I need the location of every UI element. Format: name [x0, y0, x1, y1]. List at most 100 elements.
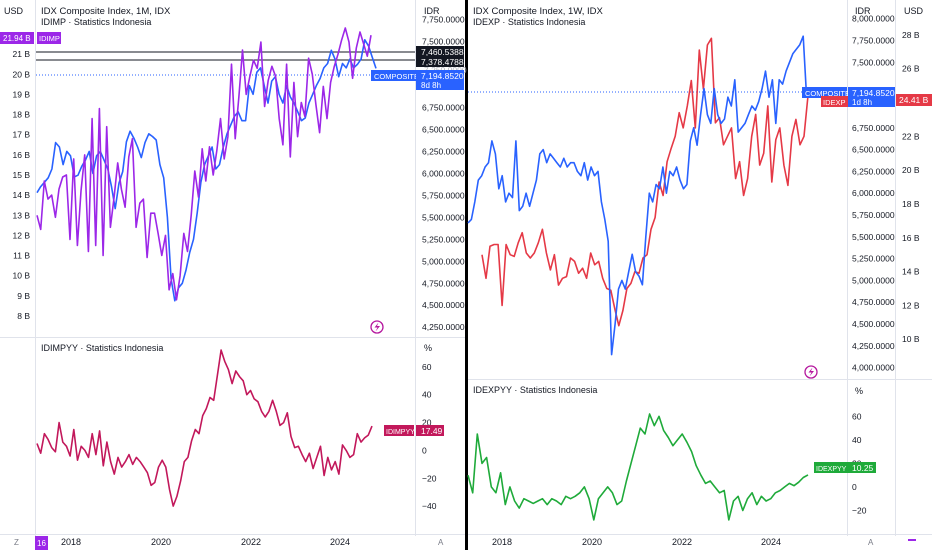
left-composite-value: 7,194.8520 — [421, 71, 464, 81]
right-yticks-far-label-6: 14 B — [902, 267, 920, 277]
right-sub-tick-0: 60 — [852, 411, 862, 421]
right-price-axis-ticks: 8,000.0000 7,750.0000 7,500.0000 6,750.0000… — [852, 14, 895, 373]
right-yticks-far-label-3: 20 B — [902, 165, 920, 175]
left-yticks-left-label-5: 16 B — [13, 150, 31, 160]
left-sub-tick-1: 40 — [422, 390, 432, 400]
right-x-tick-0: 2018 — [492, 537, 512, 547]
left-yticks-left-label-11: 10 B — [13, 271, 31, 281]
left-price-axis-ticks: 7,750.0000 7,500.0000 6,750.0000 6,500.0000… — [422, 15, 465, 333]
right-far-axis-unit: USD — [904, 6, 924, 16]
left-sub-tick-3: 0 — [422, 445, 427, 455]
left-yticks-left-label-3: 18 B — [13, 110, 31, 120]
left-corner-z[interactable]: Z — [14, 538, 19, 547]
left-chart-subtitle[interactable]: IDIMP · Statistics Indonesia — [41, 17, 151, 27]
chart-divider — [465, 0, 468, 550]
left-x-tick-2: 2022 — [241, 537, 261, 547]
right-yticks-right-label-14: 4,000.0000 — [852, 363, 895, 373]
left-yticks-right-label-5: 6,000.0000 — [422, 168, 465, 178]
left-sub-tick-4: −20 — [422, 473, 437, 483]
right-chart-subtitle[interactable]: IDEXP · Statistics Indonesia — [473, 17, 585, 27]
idimpyy-symbol-badge — [384, 425, 414, 436]
idexpyy-line[interactable] — [467, 413, 809, 521]
right-x-tick-1: 2020 — [582, 537, 602, 547]
right-sub-tick-1: 40 — [852, 435, 862, 445]
flash-icon[interactable] — [804, 365, 818, 379]
right-yticks-right-label-10: 5,000.0000 — [852, 275, 895, 285]
right-x-tick-2: 2022 — [672, 537, 692, 547]
right-yticks-far-label-5: 16 B — [902, 233, 920, 243]
right-chart-frame — [468, 0, 932, 536]
right-yticks-right-label-5: 6,250.0000 — [852, 166, 895, 176]
right-yticks-right-label-9: 5,250.0000 — [852, 254, 895, 264]
right-yticks-far-label-1: 26 B — [902, 64, 920, 74]
x-start-tag-text: 16 — [37, 539, 46, 548]
left-yticks-left-label-7: 14 B — [13, 190, 31, 200]
right-sub-tick-3: 0 — [852, 482, 857, 492]
right-sub-unit: % — [855, 386, 863, 396]
left-yticks-right-label-11: 4,500.0000 — [422, 300, 465, 310]
right-composite-line[interactable] — [467, 35, 811, 356]
right-composite-price-badge — [848, 87, 895, 107]
left-yticks-right-label-0: 7,750.0000 — [422, 15, 465, 25]
left-sub-tick-5: −40 — [422, 501, 437, 511]
right-yticks-right-label-6: 6,000.0000 — [852, 188, 895, 198]
right-yticks-far-label-4: 18 B — [902, 199, 920, 209]
right-sub-title[interactable]: IDEXPYY · Statistics Indonesia — [473, 385, 597, 395]
left-sub-unit: % — [424, 343, 432, 353]
idexp-value-badge — [896, 94, 932, 106]
right-composite-value: 7,194.8520 — [852, 88, 895, 98]
left-axis-unit: USD — [4, 6, 24, 16]
left-corner-a[interactable]: A — [438, 538, 444, 547]
left-chart-frame — [0, 0, 465, 536]
left-time-axis-ticks: 2018 2020 2022 2024 — [61, 537, 350, 547]
idimp-symbol-text: IDIMP — [39, 34, 60, 43]
left-composite-badge — [371, 70, 416, 81]
right-price-axis-unit: IDR — [855, 6, 871, 16]
left-yticks-left-label-1: 20 B — [13, 69, 31, 79]
idimpyy-value-text: 17.49 — [421, 426, 443, 436]
right-yticks-right-label-0: 8,000.0000 — [852, 14, 895, 24]
idimp-line[interactable] — [36, 27, 372, 301]
price-line-1-value: 7,460.5388 — [421, 47, 464, 57]
left-composite-countdown: 8d 8h — [421, 81, 441, 90]
left-x-tick-3: 2024 — [330, 537, 350, 547]
left-composite-label: COMPOSITE — [374, 72, 419, 81]
right-yticks-right-label-2: 7,500.0000 — [852, 57, 895, 67]
price-line-2-value: 7,378.4788 — [421, 57, 464, 67]
idimp-value-text: 21.94 B — [3, 34, 31, 43]
right-yticks-right-label-12: 4,500.0000 — [852, 319, 895, 329]
right-x-tick-3: 2024 — [761, 537, 781, 547]
right-chart-title[interactable]: IDX Composite Index, 1W, IDX — [473, 6, 604, 17]
idexp-value-text: 24.41 B — [899, 95, 929, 105]
idexp-line[interactable] — [481, 37, 809, 327]
right-yticks-right-label-13: 4,250.0000 — [852, 341, 895, 351]
idexpyy-value-badge — [848, 462, 876, 473]
idimpyy-symbol-text: IDIMPYY — [386, 429, 415, 436]
right-sub-tick-4: −20 — [852, 506, 867, 516]
right-yticks-right-label-1: 7,750.0000 — [852, 36, 895, 46]
right-composite-countdown: 1d 8h — [852, 98, 872, 107]
right-yticks-right-label-8: 5,500.0000 — [852, 232, 895, 242]
right-time-axis-ticks: 2018 2020 2022 2024 — [492, 537, 781, 547]
idexp-symbol-badge — [821, 96, 848, 107]
left-chart-title[interactable]: IDX Composite Index, 1M, IDX — [41, 6, 171, 17]
idimp-value-badge — [0, 32, 34, 44]
left-yticks-right-label-7: 5,500.0000 — [422, 212, 465, 222]
left-sub-tick-2: 20 — [422, 418, 432, 428]
left-sub-title[interactable]: IDIMPYY · Statistics Indonesia — [41, 343, 163, 353]
left-yticks-left-label-4: 17 B — [13, 130, 31, 140]
left-yticks-left-label-12: 9 B — [17, 291, 30, 301]
flash-icon[interactable] — [370, 320, 384, 334]
right-corner-a[interactable]: A — [868, 538, 874, 547]
idexpyy-symbol-text: IDEXPYY — [816, 466, 847, 473]
idimpyy-value-badge — [416, 425, 444, 436]
left-yticks-right-label-2: 6,750.0000 — [422, 103, 465, 113]
right-yticks-far-label-0: 28 B — [902, 30, 920, 40]
left-sub-tick-0: 60 — [422, 362, 432, 372]
right-far-axis-ticks: 28 B 26 B 22 B 20 B 18 B 16 B 14 B 12 B 10 B — [902, 30, 920, 344]
right-yticks-right-label-3: 6,750.0000 — [852, 123, 895, 133]
right-composite-badge — [802, 87, 847, 98]
idimpyy-line[interactable] — [36, 349, 373, 507]
left-yticks-right-label-12: 4,250.0000 — [422, 322, 465, 332]
